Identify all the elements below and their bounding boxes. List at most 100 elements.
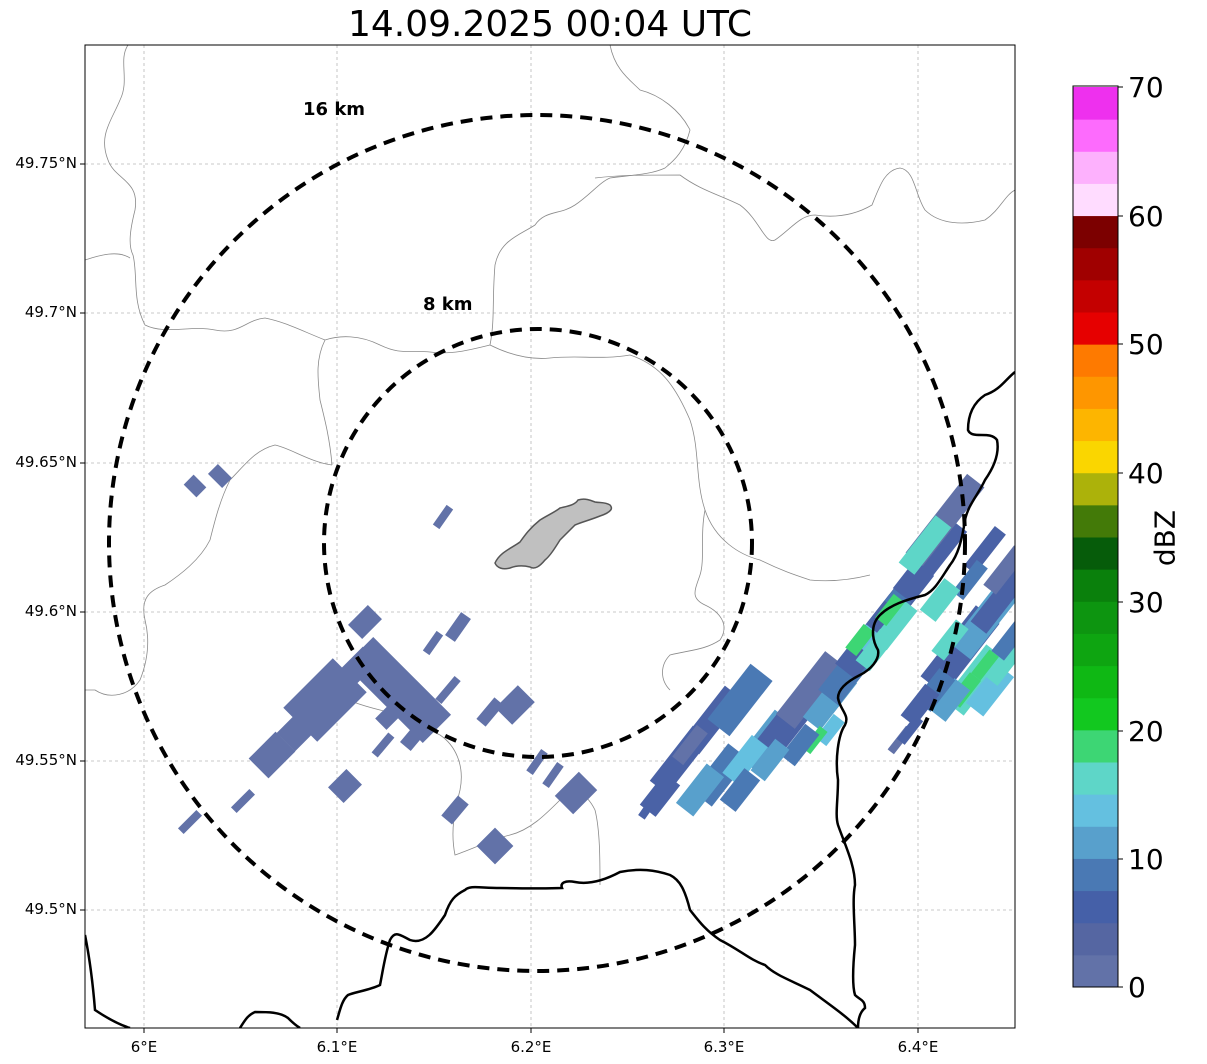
map-frame bbox=[84, 44, 1016, 1029]
gridlines bbox=[85, 45, 1015, 1028]
radar-echo-cell bbox=[981, 634, 1015, 686]
radar-echo-cell bbox=[750, 738, 790, 782]
colorbar-level bbox=[1073, 279, 1118, 313]
radar-echo-cell bbox=[722, 734, 768, 786]
radar-echo-cell bbox=[348, 605, 382, 639]
radar-echo-cell bbox=[719, 768, 761, 812]
radar-echo-cell bbox=[707, 663, 773, 737]
radar-echo-cell bbox=[183, 474, 207, 498]
radar-echo-cell bbox=[875, 593, 905, 627]
colorbar-level bbox=[1073, 344, 1118, 377]
colorbar-level bbox=[1073, 504, 1118, 538]
radar-echo-cell bbox=[371, 732, 395, 758]
radar-echo-cell bbox=[207, 463, 233, 489]
national-border bbox=[85, 371, 1015, 1028]
colorbar-tick-30: 30 bbox=[1128, 586, 1164, 619]
colorbar-level bbox=[1073, 633, 1118, 667]
colorbar-level bbox=[1073, 954, 1118, 988]
colorbar-level bbox=[1073, 87, 1118, 120]
radar-echo-cell bbox=[435, 675, 461, 705]
radar-echo-cell bbox=[931, 619, 969, 661]
radar-echo-cell bbox=[542, 762, 564, 788]
lat-label-49-75: 49.75°N bbox=[15, 154, 77, 172]
city-outline bbox=[494, 498, 613, 570]
radar-echo-cell bbox=[919, 578, 961, 622]
range-ring-16km bbox=[107, 113, 967, 973]
colorbar-tick-20: 20 bbox=[1128, 715, 1164, 748]
radar-echo-cell bbox=[775, 651, 845, 729]
lat-label-49-60: 49.6°N bbox=[24, 602, 77, 620]
range-ring-label-16km: 16 km bbox=[303, 99, 365, 120]
colorbar-level bbox=[1073, 826, 1118, 859]
colorbar-frame bbox=[1072, 85, 1119, 988]
colorbar-level bbox=[1073, 376, 1118, 409]
radar-echo-cell bbox=[971, 649, 999, 681]
colorbar-tick-50: 50 bbox=[1128, 328, 1164, 361]
radar-echo-cell bbox=[248, 731, 296, 779]
radar-echo-cell bbox=[328, 769, 362, 803]
range-ring-label-8km: 8 km bbox=[423, 294, 473, 315]
colorbar-level bbox=[1073, 247, 1118, 281]
lat-label-49-55: 49.55°N bbox=[15, 751, 77, 769]
radar-echo-cell bbox=[964, 525, 1006, 575]
lat-label-49-50: 49.5°N bbox=[24, 900, 77, 918]
lat-label-49-70: 49.7°N bbox=[24, 303, 77, 321]
radar-echo-cell bbox=[898, 515, 952, 575]
radar-echo-cell bbox=[675, 763, 725, 817]
colorbar-ticks bbox=[1118, 86, 1123, 988]
colorbar-level bbox=[1073, 119, 1118, 152]
radar-echo-cell bbox=[672, 724, 708, 766]
colorbar-level bbox=[1073, 762, 1118, 795]
radar-echo-cell bbox=[399, 719, 431, 751]
colorbar-level bbox=[1073, 729, 1118, 763]
lon-label-6-2: 6.2°E bbox=[510, 1038, 552, 1056]
radar-echo-cell bbox=[896, 715, 924, 745]
admin-boundaries bbox=[85, 45, 1015, 886]
radar-echo-cell bbox=[445, 612, 471, 642]
colorbar-level bbox=[1073, 472, 1118, 506]
colorbar-level bbox=[1073, 601, 1118, 634]
colorbar-level bbox=[1073, 569, 1118, 602]
radar-echo-cell bbox=[476, 697, 504, 727]
radar-echo-cell bbox=[422, 630, 444, 656]
range-ring-8km bbox=[322, 327, 754, 759]
colorbar-level bbox=[1073, 537, 1118, 570]
precipitation-echoes bbox=[177, 463, 1015, 865]
radar-echo-cell bbox=[991, 619, 1015, 661]
colorbar-level bbox=[1073, 697, 1118, 731]
radar-echo-cell bbox=[892, 517, 968, 603]
colorbar-level bbox=[1073, 440, 1118, 474]
lat-label-49-65: 49.65°N bbox=[15, 453, 77, 471]
colorbar-tick-40: 40 bbox=[1128, 457, 1164, 490]
colorbar-level bbox=[1073, 858, 1118, 892]
colorbar bbox=[1073, 87, 1118, 988]
radar-echo-cell bbox=[441, 795, 469, 825]
lon-label-6-1: 6.1°E bbox=[316, 1038, 358, 1056]
radar-echo-cell bbox=[495, 685, 535, 725]
radar-echo-cell bbox=[526, 749, 548, 775]
colorbar-level bbox=[1073, 215, 1118, 249]
colorbar-tick-0: 0 bbox=[1128, 971, 1146, 1004]
lon-label-6-3: 6.3°E bbox=[703, 1038, 745, 1056]
radar-echo-cell bbox=[177, 809, 203, 835]
radar-echo-cell bbox=[929, 678, 971, 722]
axis-ticks bbox=[80, 163, 919, 1033]
colorbar-level bbox=[1073, 665, 1118, 699]
radar-echo-cell bbox=[230, 788, 256, 814]
colorbar-level bbox=[1073, 890, 1118, 924]
radar-echo-cell bbox=[432, 504, 454, 530]
radar-echo-cell bbox=[276, 704, 324, 752]
colorbar-level bbox=[1073, 183, 1118, 217]
colorbar-tick-10: 10 bbox=[1128, 843, 1164, 876]
colorbar-level bbox=[1073, 312, 1118, 345]
map-title: 14.09.2025 00:04 UTC bbox=[347, 4, 753, 45]
radar-echo-cell bbox=[639, 773, 681, 817]
colorbar-level bbox=[1073, 151, 1118, 184]
radar-echo-cell bbox=[855, 628, 895, 672]
colorbar-level bbox=[1073, 408, 1118, 442]
lon-label-6-4: 6.4°E bbox=[897, 1038, 939, 1056]
lon-label-6-0: 6°E bbox=[130, 1038, 158, 1056]
radar-echo-cell bbox=[476, 827, 514, 865]
colorbar-tick-70: 70 bbox=[1128, 71, 1164, 104]
